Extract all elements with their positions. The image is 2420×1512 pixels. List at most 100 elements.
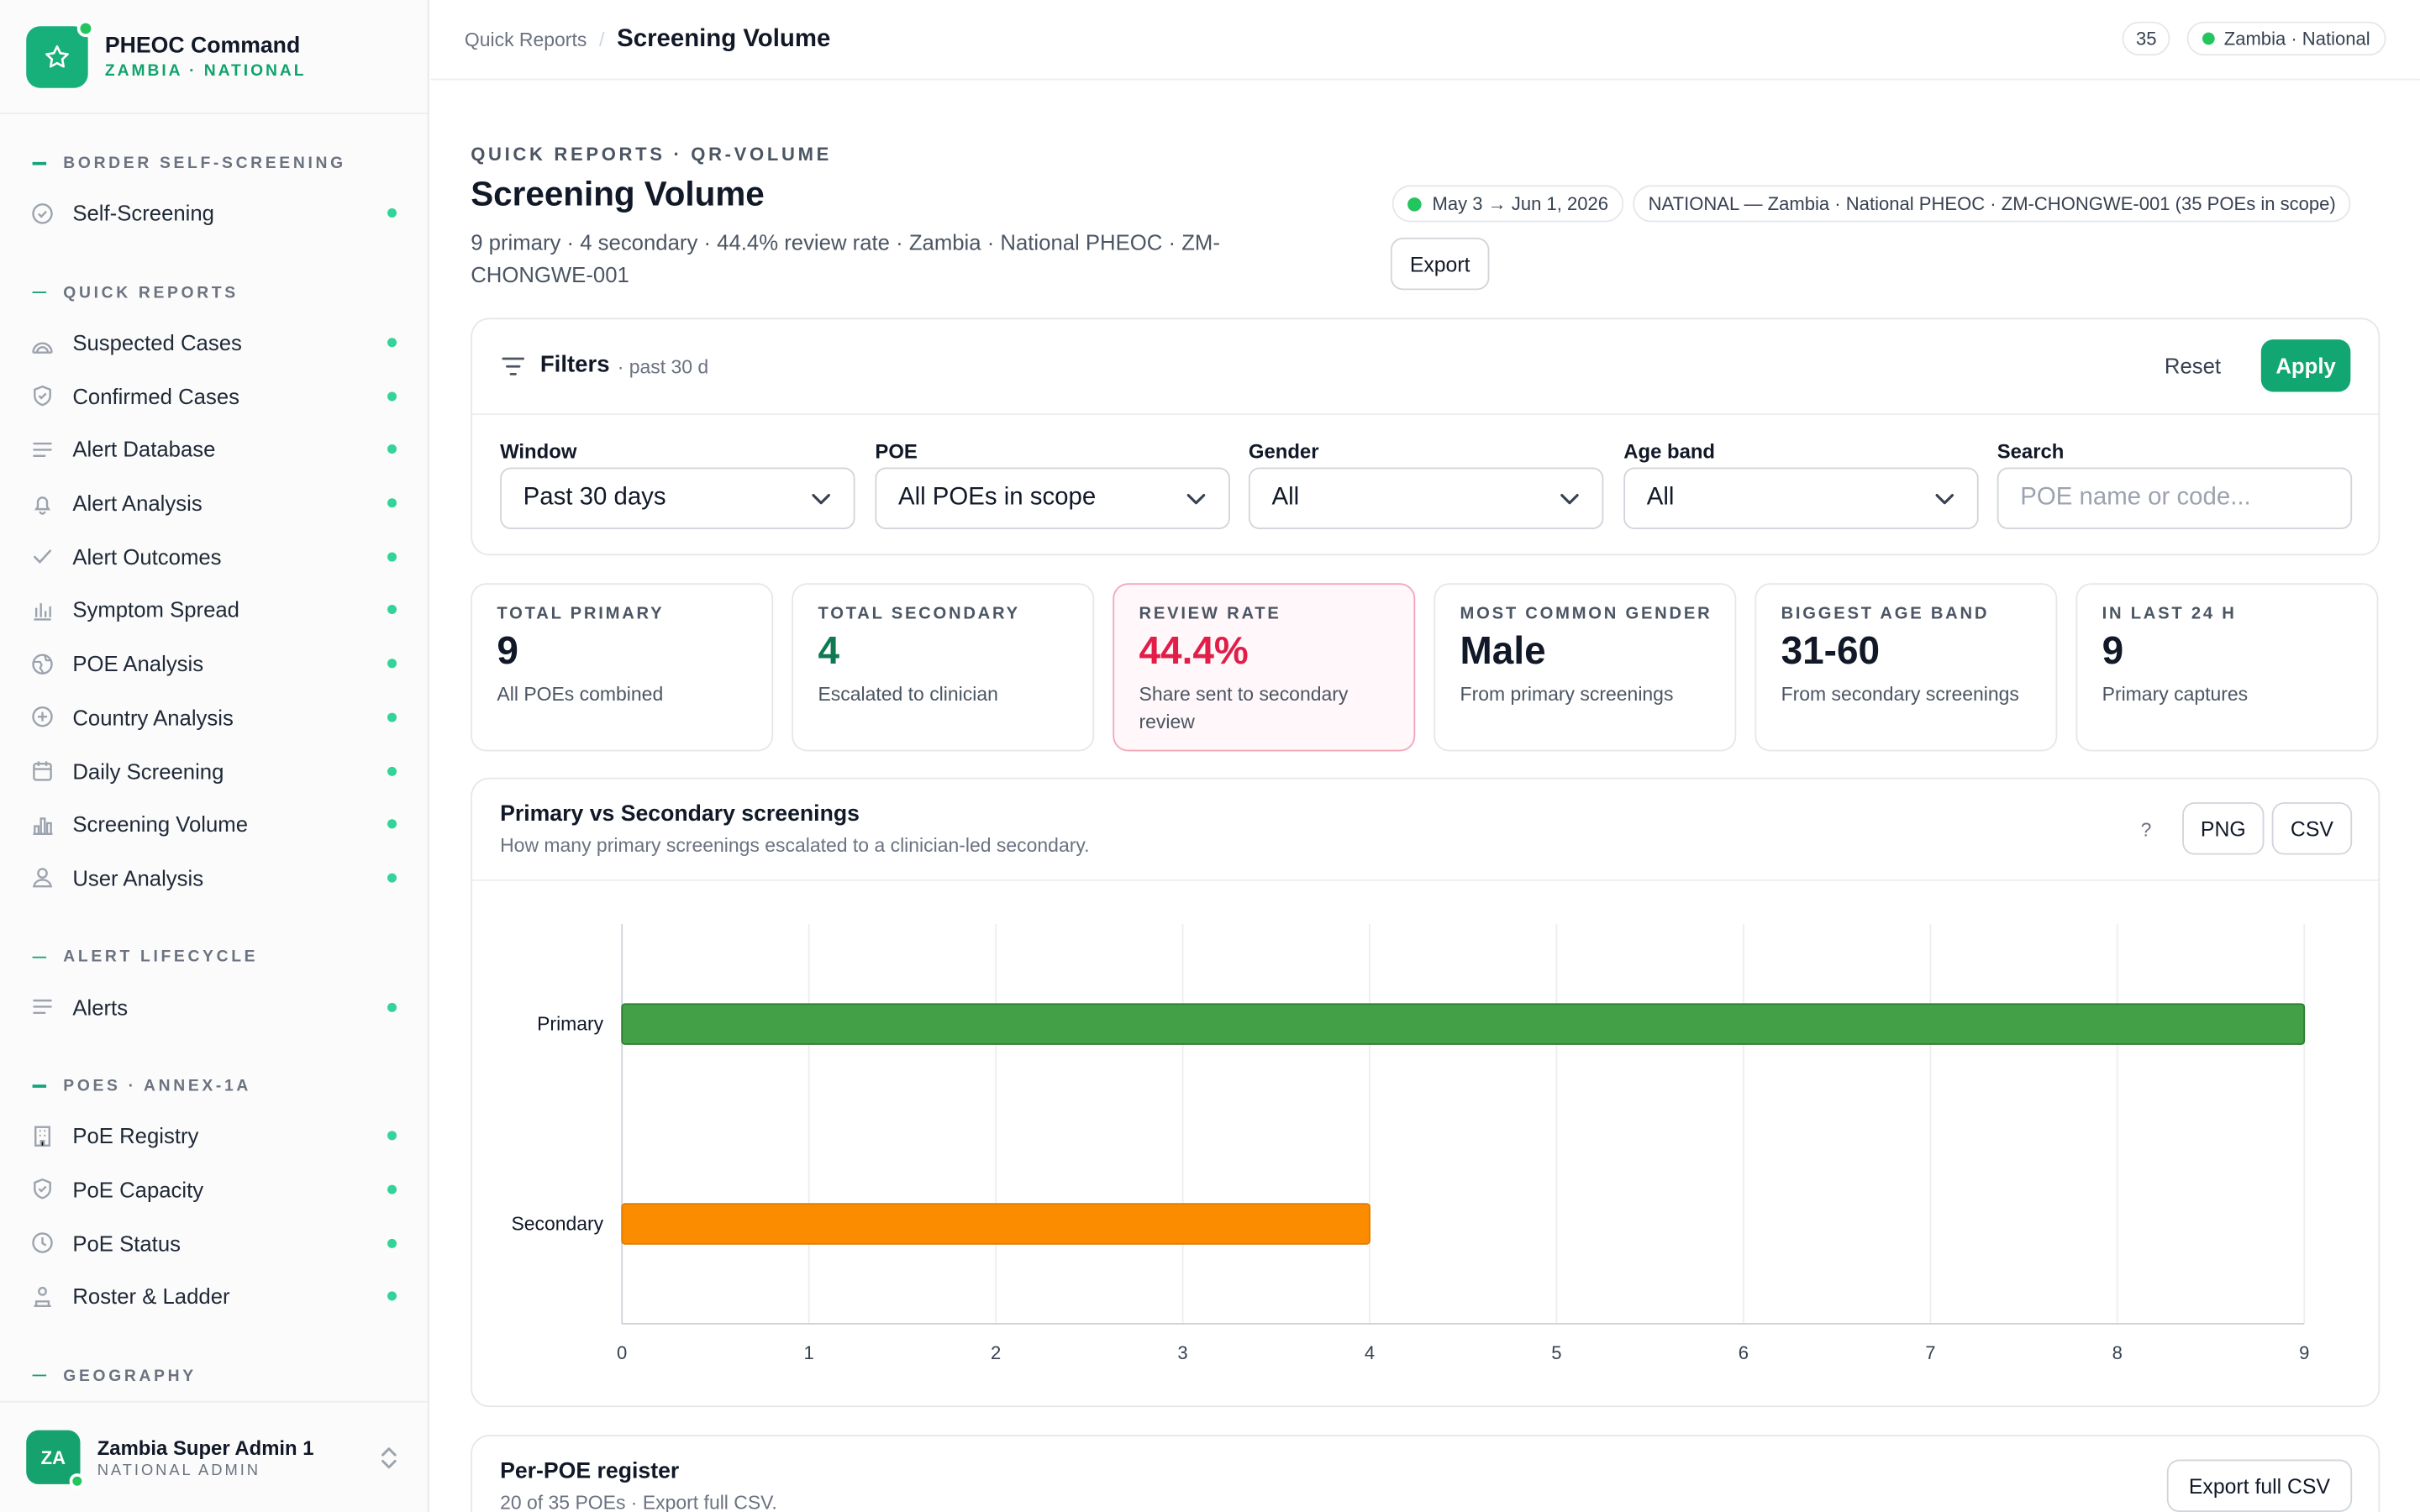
sidebar-item-roster-ladder[interactable]: Roster & Ladder bbox=[0, 1270, 428, 1324]
scope-pill[interactable]: Zambia · National bbox=[2186, 21, 2386, 56]
sidebar-nav: BORDER SELF-SCREENING Self-Screening QUI… bbox=[0, 114, 428, 1408]
reset-button[interactable]: Reset bbox=[2164, 353, 2222, 378]
sidebar-item-label: Alert Outcomes bbox=[72, 543, 222, 570]
kpi-card-total-primary: TOTAL PRIMARY 9 All POEs combined bbox=[471, 583, 774, 752]
status-dot bbox=[387, 1184, 397, 1194]
section-label: BORDER SELF-SCREENING bbox=[63, 154, 346, 173]
filter-icon bbox=[502, 357, 525, 375]
filters-title: Filters bbox=[539, 351, 610, 378]
sidebar-item-label: Confirmed Cases bbox=[72, 383, 239, 409]
chevron-up-down-icon[interactable] bbox=[380, 1446, 398, 1470]
status-dot bbox=[387, 659, 397, 669]
chart-subtitle: How many primary screenings escalated to… bbox=[500, 834, 1090, 857]
kpi-label: TOTAL PRIMARY bbox=[497, 604, 665, 624]
date-range-chip[interactable]: May 3 → Jun 1, 2026 bbox=[1392, 185, 1624, 223]
building-icon bbox=[31, 1125, 55, 1148]
kpi-label: TOTAL SECONDARY bbox=[818, 604, 1020, 624]
kpi-label: REVIEW RATE bbox=[1139, 604, 1281, 624]
window-value: Past 30 days bbox=[523, 484, 666, 511]
nav-section-title: ALERT LIFECYCLE bbox=[0, 942, 428, 973]
sidebar-item-label: Alert Database bbox=[72, 437, 216, 462]
chart-panel: Primary vs Secondary screenings How many… bbox=[471, 777, 2381, 1408]
sidebar-item-confirmed-cases[interactable]: Confirmed Cases bbox=[0, 370, 428, 423]
poe-select[interactable]: All POEs in scope bbox=[875, 467, 1230, 529]
y-category-label: Primary bbox=[537, 1012, 604, 1034]
sidebar-item-symptom-spread[interactable]: Symptom Spread bbox=[0, 584, 428, 638]
lines-icon bbox=[31, 438, 55, 461]
export-full-csv-button[interactable]: Export full CSV bbox=[2166, 1459, 2353, 1512]
sidebar-item-country-analysis[interactable]: Country Analysis bbox=[0, 690, 428, 744]
apply-button[interactable]: Apply bbox=[2260, 339, 2351, 392]
age-band-select[interactable]: All bbox=[1623, 467, 1979, 529]
shield-check-icon bbox=[31, 1178, 55, 1201]
avatar-initials: ZA bbox=[40, 1446, 66, 1468]
sidebar-item-user-analysis[interactable]: User Analysis bbox=[0, 851, 428, 905]
x-tick-label: 9 bbox=[2299, 1342, 2309, 1363]
sidebar-item-label: User Analysis bbox=[72, 865, 204, 890]
page-title: Screening Volume bbox=[471, 174, 765, 213]
bar-chart: 0 1 2 3 4 5 6 7 8 9 Primary Secondary bbox=[511, 924, 2309, 1363]
sidebar-item-poe-analysis[interactable]: POE Analysis bbox=[0, 637, 428, 690]
kpi-value: 4 bbox=[818, 629, 840, 673]
check-circle-icon bbox=[31, 202, 55, 225]
chevron-down-icon bbox=[812, 494, 830, 505]
chevron-down-icon bbox=[1186, 494, 1206, 505]
status-dot bbox=[387, 873, 397, 883]
kpi-description: Share sent to secondary review bbox=[1139, 683, 1349, 733]
sidebar-item-alerts[interactable]: Alerts bbox=[0, 980, 428, 1034]
sidebar-item-screening-volume[interactable]: Screening Volume bbox=[0, 797, 428, 851]
sidebar-item-label: PoE Registry bbox=[72, 1123, 199, 1149]
search-input[interactable]: POE name or code... bbox=[1996, 467, 2353, 529]
user-role: NATIONAL ADMIN bbox=[97, 1462, 260, 1479]
nav-section-title: BORDER SELF-SCREENING bbox=[0, 148, 428, 179]
x-tick-label: 6 bbox=[1739, 1342, 1749, 1363]
section-label: ALERT LIFECYCLE bbox=[63, 948, 259, 967]
help-button[interactable]: ? bbox=[2140, 819, 2152, 842]
sidebar-item-alert-analysis[interactable]: Alert Analysis bbox=[0, 476, 428, 530]
sidebar-item-label: Alerts bbox=[72, 994, 129, 1020]
sidebar-item-label: Daily Screening bbox=[72, 758, 224, 784]
sidebar-item-poe-capacity[interactable]: PoE Capacity bbox=[0, 1163, 428, 1216]
sidebar-item-self-screening[interactable]: Self-Screening bbox=[0, 186, 428, 240]
bar-secondary bbox=[621, 1203, 1370, 1245]
search-placeholder: POE name or code... bbox=[2020, 484, 2251, 511]
nav-section-title: GEOGRAPHY bbox=[0, 1360, 428, 1391]
sidebar-item-label: Alert Analysis bbox=[72, 491, 203, 516]
sidebar-item-alert-database[interactable]: Alert Database bbox=[0, 423, 428, 476]
kpi-description: All POEs combined bbox=[497, 683, 664, 706]
sidebar-item-suspected-cases[interactable]: Suspected Cases bbox=[0, 316, 428, 370]
status-dot bbox=[1407, 197, 1422, 211]
chevron-down-icon bbox=[1560, 494, 1579, 505]
sidebar-item-alert-outcomes[interactable]: Alert Outcomes bbox=[0, 530, 428, 584]
csv-button[interactable]: CSV bbox=[2271, 802, 2353, 855]
section-label: QUICK REPORTS bbox=[63, 283, 239, 302]
online-indicator bbox=[69, 1473, 86, 1489]
user-menu[interactable]: ZA Zambia Super Admin 1 NATIONAL ADMIN bbox=[0, 1400, 428, 1512]
search-label: Search bbox=[1996, 439, 2065, 464]
sidebar-item-label: Self-Screening bbox=[72, 201, 214, 226]
shield-check-icon bbox=[31, 385, 55, 408]
status-dot bbox=[2202, 32, 2215, 45]
gender-select[interactable]: All bbox=[1248, 467, 1604, 529]
filters-meta: · past 30 d bbox=[617, 356, 709, 378]
status-dot bbox=[387, 712, 397, 722]
gender-label: Gender bbox=[1248, 439, 1319, 464]
section-dash bbox=[32, 162, 47, 165]
breadcrumb-parent[interactable]: Quick Reports bbox=[464, 28, 587, 50]
avatar: ZA bbox=[26, 1430, 86, 1489]
png-button[interactable]: PNG bbox=[2182, 802, 2265, 855]
sidebar-item-daily-screening[interactable]: Daily Screening bbox=[0, 744, 428, 798]
register-panel: Per-POE register 20 of 35 POEs · Export … bbox=[471, 1435, 2381, 1512]
sidebar-item-poe-registry[interactable]: PoE Registry bbox=[0, 1109, 428, 1163]
sidebar-item-poe-status[interactable]: PoE Status bbox=[0, 1216, 428, 1270]
kpi-card-in-last-24-h: IN LAST 24 H 9 Primary captures bbox=[2075, 583, 2379, 752]
sidebar-item-label: Screening Volume bbox=[72, 811, 249, 837]
export-button[interactable]: Export bbox=[1390, 237, 1490, 291]
section-label: GEOGRAPHY bbox=[63, 1366, 197, 1385]
section-dash bbox=[32, 955, 47, 958]
brand[interactable]: PHEOC Command ZAMBIA · NATIONAL bbox=[0, 0, 428, 114]
status-dot bbox=[387, 552, 397, 562]
status-dot bbox=[387, 1002, 397, 1012]
window-select[interactable]: Past 30 days bbox=[500, 467, 855, 529]
count-badge: 35 bbox=[2122, 21, 2171, 56]
